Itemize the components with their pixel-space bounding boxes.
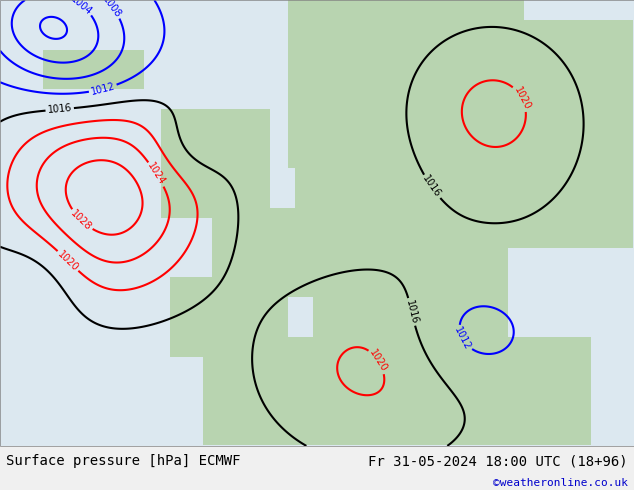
Text: 1024: 1024: [146, 161, 167, 187]
Text: 1004: 1004: [68, 0, 94, 17]
Text: ©weatheronline.co.uk: ©weatheronline.co.uk: [493, 478, 628, 489]
Text: Fr 31-05-2024 18:00 UTC (18+96): Fr 31-05-2024 18:00 UTC (18+96): [368, 454, 628, 468]
Text: 1020: 1020: [56, 249, 81, 273]
Text: 1020: 1020: [512, 85, 532, 112]
Text: 1016: 1016: [404, 299, 420, 325]
Text: Surface pressure [hPa] ECMWF: Surface pressure [hPa] ECMWF: [6, 454, 241, 468]
Text: 1028: 1028: [69, 208, 94, 232]
Text: 1016: 1016: [420, 174, 443, 199]
Text: 1016: 1016: [47, 103, 72, 116]
Text: 1012: 1012: [90, 81, 116, 97]
Text: 1008: 1008: [101, 0, 123, 20]
Text: 1020: 1020: [368, 348, 389, 374]
Text: 1012: 1012: [453, 325, 472, 352]
